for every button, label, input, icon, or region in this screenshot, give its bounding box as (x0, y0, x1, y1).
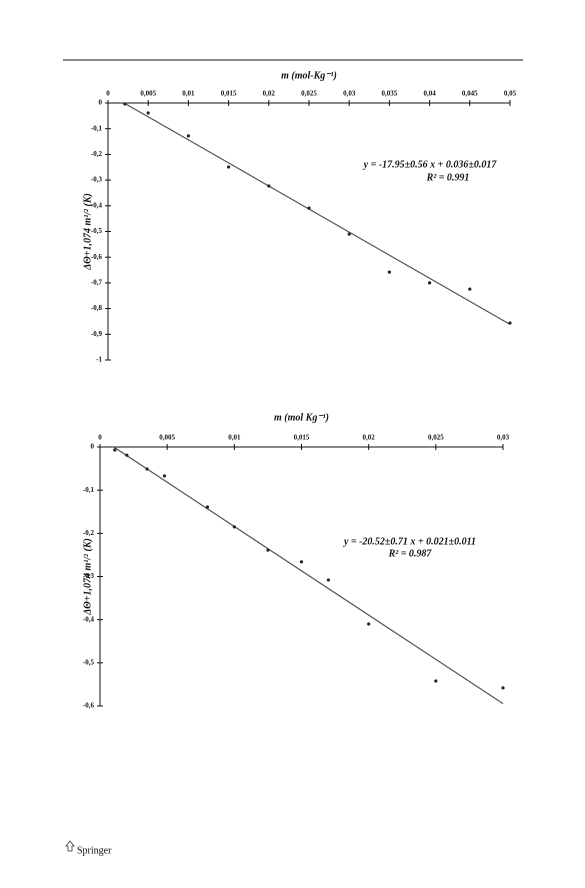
data-point (267, 184, 271, 188)
y-tick-label: -0,7 (91, 279, 103, 287)
data-point (113, 448, 117, 452)
y-tick-label: -0,9 (91, 330, 103, 338)
y-axis-title: ΔΘ+1,074 m¹/² (K) (82, 538, 93, 616)
y-tick-label: -0,5 (83, 658, 95, 666)
x-tick-label: 0,03 (343, 90, 356, 98)
data-point (307, 206, 311, 210)
fit-line (113, 446, 504, 705)
y-tick-label: 0 (99, 99, 103, 107)
y-tick-label: -1 (96, 356, 102, 364)
footer-text: Springer (77, 845, 112, 856)
data-point (232, 525, 236, 529)
x-tick-label: 0,035 (382, 90, 398, 98)
data-point (326, 578, 330, 582)
x-tick-label: 0,015 (294, 434, 310, 442)
annotation: R² = 0.991 (426, 172, 470, 183)
x-tick-label: 0,04 (423, 90, 436, 98)
data-point (434, 679, 438, 683)
x-tick-label: 0 (106, 90, 110, 98)
x-tick-label: 0,03 (497, 434, 510, 442)
chart: 0 0,005 0,01 0,015 0,02 0,025 0,03 0 -0,1 -0,2 -0,… (82, 412, 509, 709)
y-tick-label: -0,4 (83, 615, 95, 623)
annotation: y = -17.95±0.56 x + 0.036±0.017 (363, 159, 498, 170)
y-tick-label: -0,6 (83, 702, 95, 710)
data-point (125, 453, 129, 457)
x-axis-title: m (mol-Kg⁻¹) (281, 70, 337, 81)
data-point (299, 560, 304, 564)
x-tick-label: 0,025 (428, 434, 444, 442)
x-tick-label: 0,01 (228, 434, 241, 442)
x-tick-label: 0,005 (159, 434, 175, 442)
data-point (162, 474, 167, 478)
data-point (186, 134, 190, 138)
y-tick-label: -0,3 (91, 176, 103, 184)
y-tick-label: -0,2 (91, 150, 103, 158)
data-point (508, 321, 512, 325)
data-point (146, 111, 150, 115)
x-tick-label: 0,02 (363, 434, 376, 442)
annotation: y = -20.52±0.71 x + 0.021±0.011 (343, 536, 476, 547)
x-tick-label: 0,015 (221, 90, 237, 98)
springer-logo: Springer (65, 840, 112, 856)
y-tick-label: -0,1 (91, 124, 103, 132)
data-point (227, 165, 231, 169)
y-tick-label: -0,6 (91, 253, 103, 261)
data-point (266, 548, 270, 552)
y-tick-label: -0,5 (91, 227, 103, 235)
data-point (501, 686, 505, 690)
x-tick-label: 0,025 (301, 90, 317, 98)
data-point (347, 232, 351, 236)
y-axis-title: ΔΘ+1,074 m¹/² (K) (82, 193, 93, 271)
x-axis-title: m (mol Kg⁻¹) (274, 412, 329, 423)
data-point (428, 281, 432, 285)
x-tick-label: 0,01 (182, 90, 195, 98)
data-point (367, 622, 371, 626)
y-tick-label: -0,1 (83, 486, 95, 494)
data-point (387, 270, 391, 274)
x-tick-label: 0,045 (462, 90, 478, 98)
y-tick-label: -0,4 (91, 201, 103, 209)
annotation: R² = 0.987 (388, 548, 433, 559)
data-point (468, 287, 472, 291)
x-tick-label: 0 (98, 434, 102, 442)
y-tick-label: -0,2 (83, 529, 95, 537)
chart: 0 0,005 0,01 0,015 0,02 0,025 0,03 0,035 0,04 0,0… (82, 70, 516, 363)
data-point (205, 505, 210, 509)
data-point (145, 467, 149, 471)
data-point (123, 102, 127, 106)
x-tick-label: 0,02 (263, 90, 276, 98)
logo-icon (65, 840, 75, 852)
y-tick-label: -0,8 (91, 304, 103, 312)
y-tick-label: 0 (91, 443, 95, 451)
fit-line (123, 102, 511, 325)
y-tick-label: -0,3 (83, 572, 95, 580)
x-tick-label: 0,05 (504, 90, 517, 98)
x-tick-label: 0,005 (140, 90, 156, 98)
